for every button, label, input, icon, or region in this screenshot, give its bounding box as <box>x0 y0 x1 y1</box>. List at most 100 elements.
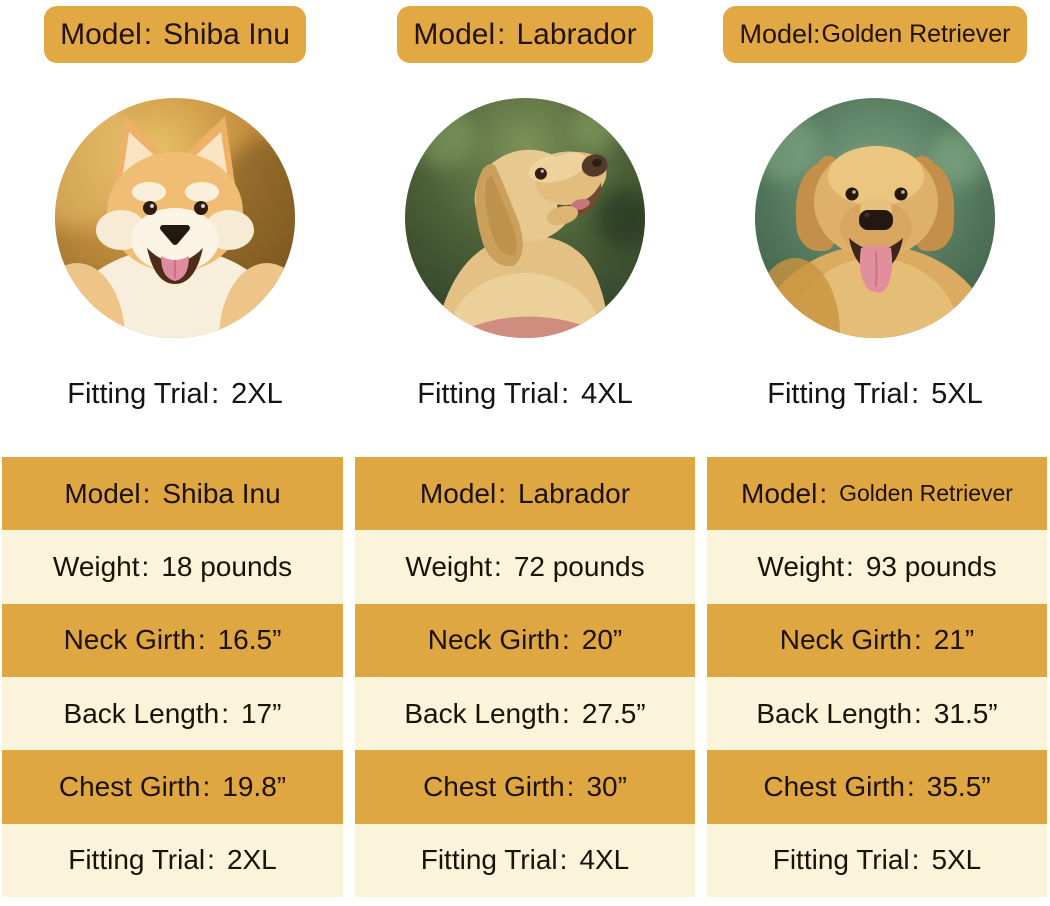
fitting-trial-label: Fitting Trial <box>767 378 910 410</box>
row-value: 30” <box>586 770 627 802</box>
row-label: Model <box>741 477 818 509</box>
table-row-fitting-trial: Fitting Trial:4XL <box>355 823 695 897</box>
colon: : <box>914 624 922 656</box>
model-header-badge: Model: Labrador <box>397 6 653 63</box>
row-label: Chest Girth <box>58 770 201 802</box>
row-label: Fitting Trial <box>68 844 206 876</box>
colon: : <box>907 770 915 802</box>
table-row-weight: Weight:18 pounds <box>2 530 343 604</box>
row-label: Chest Girth <box>423 770 565 802</box>
row-label: Model <box>419 477 497 509</box>
row-value: 21” <box>933 624 975 656</box>
size-tables: Model: Shiba Inu Weight:18 pounds Neck Gi… <box>0 457 1050 897</box>
row-value: 18 pounds <box>161 550 293 582</box>
row-value: 4XL <box>579 844 630 876</box>
row-label: Weight <box>405 550 493 582</box>
labrador-photo <box>405 98 645 338</box>
shiba-inu-photo <box>55 98 295 338</box>
colon: : <box>813 19 821 49</box>
row-label: Back Length <box>63 697 220 729</box>
fitting-trial-label: Fitting Trial <box>417 378 560 410</box>
top-section: Model: Shiba Inu <box>0 0 1050 457</box>
row-value: 72 pounds <box>513 550 645 582</box>
table-row-neck-girth: Neck Girth:16.5” <box>2 603 343 677</box>
colon: : <box>197 624 206 656</box>
golden-retriever-photo <box>755 98 995 338</box>
colon: : <box>561 378 570 410</box>
table-row-back-length: Back Length:17” <box>2 677 343 751</box>
row-label: Neck Girth <box>63 624 196 656</box>
model-header-badge: Model: Golden Retriever <box>723 6 1027 63</box>
row-label: Weight <box>757 550 845 582</box>
model-header-badge: Model: Shiba Inu <box>44 6 306 63</box>
colon: : <box>566 770 575 802</box>
colon: : <box>221 697 229 729</box>
fitting-trial-value: 4XL <box>581 378 633 410</box>
table-row-weight: Weight:93 pounds <box>707 530 1047 604</box>
colon: : <box>562 624 570 656</box>
row-label: Back Length <box>756 697 913 729</box>
row-value: 31.5” <box>933 697 998 729</box>
row-label: Weight <box>52 550 140 582</box>
colon: : <box>911 844 920 876</box>
table-row-neck-girth: Neck Girth:21” <box>707 603 1047 677</box>
colon: : <box>559 844 568 876</box>
table-row-model: Model: Labrador <box>355 457 695 531</box>
colon: : <box>211 378 220 410</box>
column-labrador: Model: Labrador <box>350 0 700 457</box>
row-label: Fitting Trial <box>772 844 910 876</box>
colon: : <box>498 477 506 509</box>
row-value: 93 pounds <box>865 550 997 582</box>
fitting-trial-caption: Fitting Trial: 4XL <box>417 378 633 411</box>
table-row-chest-girth: Chest Girth:35.5” <box>707 750 1047 824</box>
model-header-label: Model <box>60 17 142 51</box>
fitting-trial-caption: Fitting Trial: 2XL <box>67 378 283 411</box>
colon: : <box>914 697 922 729</box>
column-shiba-inu: Model: Shiba Inu <box>0 0 350 457</box>
row-label: Fitting Trial <box>420 844 558 876</box>
row-label: Back Length <box>404 697 561 729</box>
table-row-back-length: Back Length:31.5” <box>707 677 1047 751</box>
colon: : <box>846 550 854 582</box>
row-value: 5XL <box>931 844 982 876</box>
table-row-neck-girth: Neck Girth:20” <box>355 603 695 677</box>
fitting-trial-value: 5XL <box>931 378 983 410</box>
row-value: 35.5” <box>926 770 991 802</box>
row-label: Chest Girth <box>763 770 905 802</box>
colon: : <box>143 17 153 51</box>
model-header-value: Golden Retriever <box>821 20 1011 48</box>
row-label: Neck Girth <box>427 624 560 656</box>
table-row-back-length: Back Length:27.5” <box>355 677 695 751</box>
colon: : <box>819 477 828 509</box>
row-value: 17” <box>240 697 282 729</box>
table-row-fitting-trial: Fitting Trial:2XL <box>2 823 343 897</box>
row-value: Labrador <box>517 477 631 509</box>
row-value: 20” <box>581 624 623 656</box>
model-header-label: Model <box>413 17 496 51</box>
fitting-trial-caption: Fitting Trial: 5XL <box>767 378 983 411</box>
colon: : <box>202 770 211 802</box>
table-row-weight: Weight:72 pounds <box>355 530 695 604</box>
fitting-trial-label: Fitting Trial <box>67 378 210 410</box>
colon: : <box>562 697 570 729</box>
table-row-model: Model: Golden Retriever <box>707 457 1047 531</box>
row-value: Golden Retriever <box>839 480 1013 507</box>
model-header-value: Shiba Inu <box>163 17 290 51</box>
model-header-label: Model <box>739 19 814 49</box>
row-label: Neck Girth <box>779 624 912 656</box>
table-row-model: Model: Shiba Inu <box>2 457 343 531</box>
size-table-golden-retriever: Model: Golden Retriever Weight:93 pounds … <box>707 457 1047 897</box>
colon: : <box>497 17 506 51</box>
table-row-chest-girth: Chest Girth:19.8” <box>2 750 343 824</box>
row-value: 16.5” <box>217 624 282 656</box>
colon: : <box>911 378 920 410</box>
row-value: 27.5” <box>581 697 646 729</box>
row-value: 19.8” <box>222 770 287 802</box>
column-golden-retriever: Model: Golden Retriever <box>700 0 1050 457</box>
row-value: Shiba Inu <box>162 477 281 509</box>
fitting-trial-value: 2XL <box>231 378 283 410</box>
colon: : <box>142 477 151 509</box>
row-label: Model <box>64 477 141 509</box>
table-row-fitting-trial: Fitting Trial:5XL <box>707 823 1047 897</box>
colon: : <box>141 550 150 582</box>
